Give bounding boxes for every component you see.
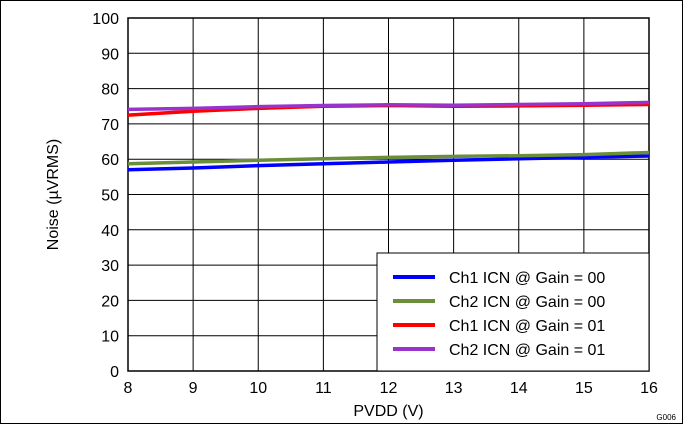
y-tick-label: 0 — [110, 364, 119, 381]
x-tick-label: 12 — [380, 380, 398, 397]
figure-id-label: G006 — [656, 413, 676, 422]
series-lines — [127, 100, 650, 172]
x-tick-label: 14 — [510, 380, 528, 397]
y-tick-label: 100 — [92, 11, 119, 28]
y-tick-label: 20 — [101, 293, 119, 310]
y-tick-label: 90 — [101, 46, 119, 63]
y-tick-label: 50 — [101, 188, 119, 205]
y-tick-label: 60 — [101, 152, 119, 169]
series-line-2 — [127, 150, 650, 166]
x-axis-label: PVDD (V) — [353, 403, 423, 420]
x-tick-label: 10 — [249, 380, 267, 397]
x-tick-label: 16 — [640, 380, 658, 397]
x-tick-label: 8 — [124, 380, 133, 397]
legend-entry: Ch1 ICN @ Gain = 00 — [449, 270, 605, 287]
y-tick-label: 70 — [101, 117, 119, 134]
x-tick-label: 13 — [445, 380, 463, 397]
y-tick-label: 10 — [101, 329, 119, 346]
y-tick-label: 80 — [101, 82, 119, 99]
y-tick-label: 30 — [101, 258, 119, 275]
series-line-1 — [127, 154, 650, 172]
legend-entry: Ch2 ICN @ Gain = 01 — [449, 342, 605, 359]
legend-entry: Ch1 ICN @ Gain = 01 — [449, 318, 605, 335]
x-tick-labels: 8 9 10 11 12 13 14 15 16 — [124, 380, 658, 397]
y-tick-labels: 0 10 20 30 40 50 60 70 80 90 100 — [92, 11, 119, 381]
y-axis-label: Noise (µVRMS) — [45, 139, 62, 250]
series-line-4 — [127, 100, 650, 112]
legend-entry: Ch2 ICN @ Gain = 00 — [449, 294, 605, 311]
x-tick-label: 15 — [575, 380, 593, 397]
x-tick-label: 9 — [189, 380, 198, 397]
x-tick-label: 11 — [315, 380, 332, 397]
legend: Ch1 ICN @ Gain = 00 Ch2 ICN @ Gain = 00 Ch… — [376, 252, 650, 372]
legend-box — [376, 252, 650, 372]
y-tick-label: 40 — [101, 223, 119, 240]
